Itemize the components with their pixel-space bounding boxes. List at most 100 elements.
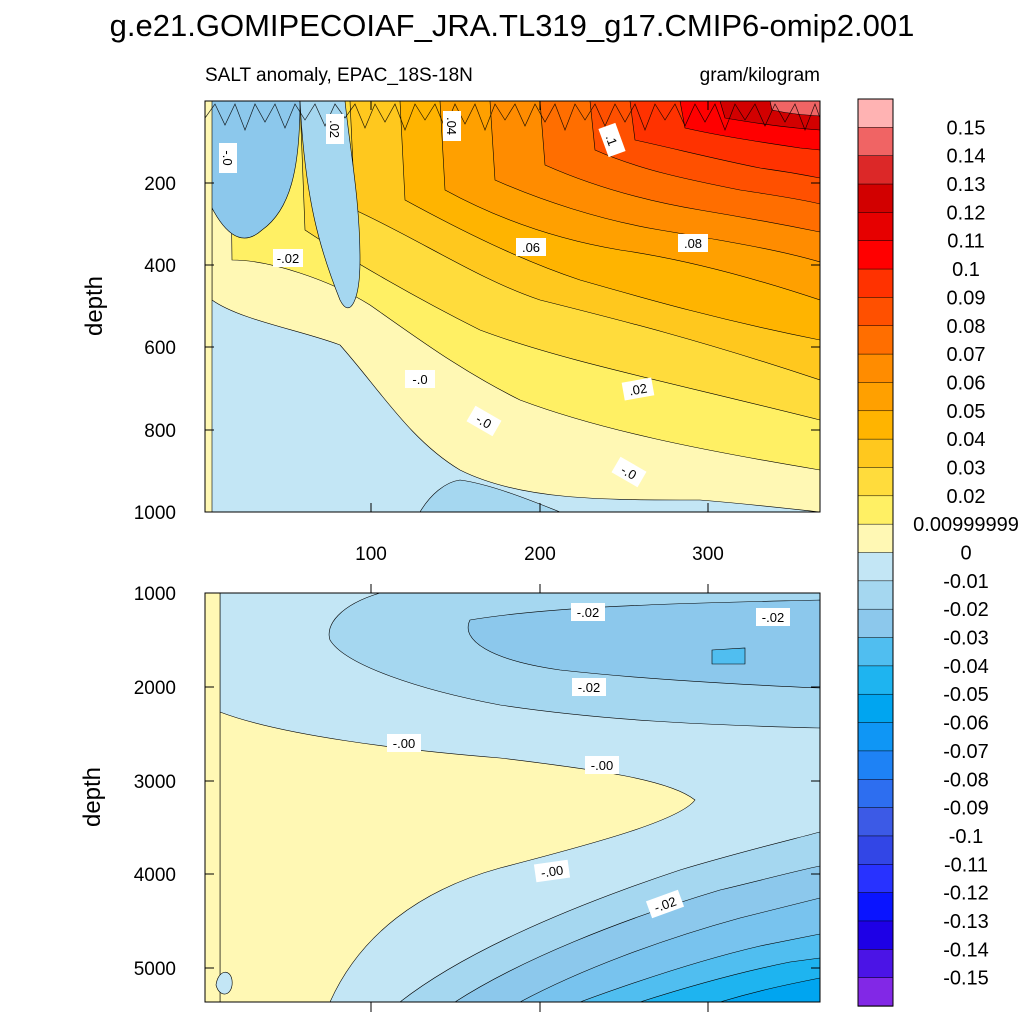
colorbar-label: -0.09	[943, 798, 989, 820]
upper-negative-patch-west	[207, 101, 301, 239]
upper-contour-label: .08	[678, 234, 708, 252]
colorbar-swatch	[857, 155, 894, 185]
colorbar-swatch	[857, 183, 894, 214]
colorbar-label: -0.06	[943, 713, 989, 735]
upper-contour-label: -.0	[219, 143, 237, 173]
colorbar-swatch	[857, 779, 894, 809]
colorbar-swatch	[857, 807, 894, 837]
colorbar-label: 0.09	[947, 287, 986, 309]
upper-contour-label: .02	[621, 377, 655, 401]
colorbar-swatch	[857, 835, 894, 865]
colorbar-swatch	[857, 665, 894, 695]
colorbar-label: 0.05	[947, 401, 986, 423]
lower-plot-frame	[204, 592, 821, 1003]
lower-contour-label-text: -.00	[540, 863, 564, 881]
colorbar-label: -0.1	[949, 826, 983, 848]
colorbar-swatch	[857, 382, 894, 412]
colorbar-label: -0.05	[943, 684, 989, 706]
colorbar-swatch	[857, 410, 894, 440]
colorbar: 0.15 0.14 0.13 0.12 0.11 0.1 0.09 0.08 0.07 0.06 0…	[857, 98, 1019, 1007]
colorbar-label: 0.11	[947, 231, 984, 253]
upper-y-tick-label: 800	[144, 421, 176, 442]
lower-y-tick-label: 3000	[134, 772, 176, 793]
lower-contour-label-text: -.02	[577, 605, 599, 620]
colorbar-label: -0.11	[944, 854, 988, 876]
upper-contour-label-text: .08	[684, 236, 702, 251]
upper-contour-fill	[205, 101, 820, 512]
lower-contour-label-text: -.02	[762, 610, 784, 625]
lower-contour-label: -.02	[571, 603, 605, 621]
upper-contour-label-text: .02	[327, 120, 342, 138]
colorbar-swatch	[857, 693, 894, 724]
colorbar-swatch	[857, 353, 894, 384]
x-tick-label: 300	[692, 544, 724, 565]
chart-title: g.e21.GOMIPECOIAF_JRA.TL319_g17.CMIP6-om…	[110, 8, 915, 43]
colorbar-label: 0.08	[947, 316, 986, 338]
lower-contour-label: -.00	[533, 859, 571, 883]
colorbar-label: -0.08	[943, 769, 989, 791]
left-subtitle: SALT anomaly, EPAC_18S-18N	[205, 65, 473, 86]
colorbar-label: -0.14	[943, 939, 989, 961]
lower-contour-label: -.02	[572, 678, 606, 696]
upper-contour-label-text: -.0	[412, 372, 427, 387]
upper-y-axis-label: depth	[81, 276, 108, 336]
colorbar-label: -0.07	[943, 741, 989, 763]
upper-plot-frame	[204, 100, 821, 513]
upper-contour-label-text: -.02	[277, 251, 299, 266]
lower-contour-label-text: -.02	[578, 680, 600, 695]
colorbar-swatch	[857, 297, 894, 327]
right-subtitle: gram/kilogram	[700, 65, 820, 86]
upper-contour-label: .02	[326, 114, 344, 144]
colorbar-label: -0.12	[943, 883, 989, 905]
upper-y-tick-label: 200	[144, 174, 176, 195]
colorbar-label: 0.07	[947, 344, 986, 366]
lower-contour-label: -.00	[585, 756, 619, 774]
lower-contour-fill	[205, 593, 820, 1002]
lower-contour-label: -.02	[645, 889, 685, 919]
colorbar-swatch	[857, 864, 894, 894]
upper-coastal-strip	[205, 101, 213, 512]
lower-contour-label: -.02	[756, 608, 790, 626]
upper-y-tick-label: 600	[144, 338, 176, 359]
colorbar-swatch	[857, 637, 894, 667]
colorbar-label: 0.13	[947, 174, 986, 196]
lower-contour-label-text: -.02	[652, 894, 678, 916]
colorbar-swatch	[857, 892, 894, 922]
lower-panel: -.02 -.02 -.02 -.00 -.00 -.00 -.02 1000 …	[79, 584, 821, 1012]
colorbar-swatch	[857, 467, 894, 497]
colorbar-swatch	[857, 438, 894, 469]
upper-y-tick-label: 400	[144, 256, 176, 277]
upper-surface-noise	[205, 102, 820, 131]
colorbar-label: 0.1	[952, 259, 980, 281]
upper-contour-label: -.0	[405, 370, 435, 388]
colorbar-swatch	[857, 552, 894, 582]
lower-coastal-strip	[205, 593, 221, 1002]
upper-contour-label-text: -.0	[618, 462, 639, 483]
colorbar-label: -0.15	[943, 968, 989, 990]
upper-contour-label: .06	[516, 238, 546, 256]
colorbar-swatch	[857, 212, 894, 242]
colorbar-swatch	[857, 325, 894, 355]
x-tick-label: 200	[524, 544, 556, 565]
colorbar-swatch	[857, 608, 894, 639]
x-tick-label: 100	[355, 544, 387, 565]
upper-contour-label: .1	[598, 122, 626, 158]
colorbar-swatch	[857, 920, 894, 950]
colorbar-swatch	[857, 750, 894, 780]
colorbar-swatch	[857, 240, 894, 270]
upper-contour-label: -.02	[273, 249, 303, 267]
colorbar-swatch	[857, 977, 894, 1007]
lower-y-tick-label: 5000	[134, 959, 176, 980]
upper-contour-label-text: .04	[444, 117, 459, 135]
lower-contour-label: -.00	[387, 734, 421, 752]
colorbar-swatch	[857, 495, 894, 525]
colorbar-swatch	[857, 949, 894, 979]
colorbar-swatch	[857, 268, 894, 299]
colorbar-label: -0.01	[943, 571, 989, 593]
lower-band-neg-0.02	[468, 599, 820, 689]
colorbar-label: 0.04	[947, 429, 986, 451]
colorbar-label: -0.03	[943, 628, 989, 650]
lower-y-tick-label: 1000	[134, 584, 176, 605]
upper-contour-label-text: .06	[522, 240, 540, 255]
